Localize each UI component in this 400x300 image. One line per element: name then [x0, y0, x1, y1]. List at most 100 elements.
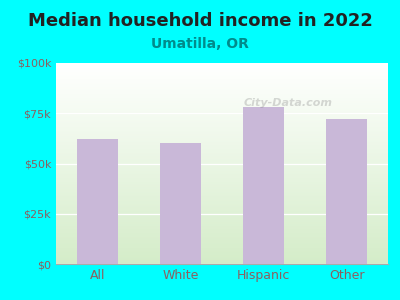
- Bar: [56, 71, 388, 72]
- Bar: [56, 231, 388, 232]
- Bar: [56, 73, 388, 74]
- Bar: [77, 140, 118, 264]
- Bar: [56, 250, 388, 251]
- Bar: [56, 72, 388, 73]
- Bar: [56, 256, 388, 257]
- Bar: [56, 169, 388, 170]
- Bar: [56, 188, 388, 189]
- Bar: [56, 255, 388, 256]
- Bar: [56, 247, 388, 248]
- Bar: [56, 107, 388, 108]
- Bar: [56, 181, 388, 182]
- Bar: [56, 236, 388, 237]
- Bar: [56, 225, 388, 226]
- Bar: [56, 222, 388, 223]
- Bar: [56, 254, 388, 255]
- Bar: [56, 75, 388, 76]
- Bar: [56, 94, 388, 95]
- Bar: [56, 168, 388, 169]
- Bar: [56, 241, 388, 242]
- Bar: [56, 95, 388, 96]
- Bar: [56, 125, 388, 126]
- Bar: [56, 194, 388, 195]
- Bar: [56, 177, 388, 178]
- Bar: [56, 234, 388, 235]
- Bar: [56, 112, 388, 113]
- Bar: [56, 66, 388, 67]
- Bar: [56, 131, 388, 132]
- Bar: [56, 102, 388, 103]
- Bar: [56, 184, 388, 185]
- Bar: [56, 90, 388, 91]
- Bar: [56, 113, 388, 114]
- Bar: [56, 128, 388, 129]
- Bar: [56, 156, 388, 157]
- Bar: [56, 89, 388, 90]
- Bar: [56, 143, 388, 144]
- Bar: [56, 130, 388, 131]
- Bar: [56, 135, 388, 136]
- Bar: [56, 259, 388, 260]
- Bar: [56, 220, 388, 221]
- Bar: [56, 146, 388, 147]
- Bar: [56, 261, 388, 262]
- Bar: [56, 132, 388, 133]
- Bar: [56, 182, 388, 183]
- Bar: [56, 215, 388, 216]
- Bar: [56, 162, 388, 163]
- Bar: [56, 155, 388, 156]
- Bar: [56, 221, 388, 222]
- Bar: [56, 262, 388, 263]
- Bar: [56, 65, 388, 66]
- Bar: [56, 229, 388, 230]
- Bar: [56, 124, 388, 125]
- Bar: [56, 144, 388, 145]
- Bar: [56, 160, 388, 161]
- Bar: [56, 158, 388, 159]
- Bar: [56, 173, 388, 174]
- Bar: [56, 154, 388, 155]
- Bar: [56, 178, 388, 179]
- Bar: [56, 258, 388, 259]
- Bar: [56, 167, 388, 168]
- Bar: [56, 127, 388, 128]
- Bar: [56, 147, 388, 148]
- Bar: [56, 214, 388, 215]
- Bar: [56, 111, 388, 112]
- Bar: [56, 175, 388, 176]
- Bar: [56, 233, 388, 234]
- Bar: [56, 120, 388, 121]
- Bar: [56, 212, 388, 213]
- Bar: [56, 217, 388, 218]
- Bar: [56, 185, 388, 186]
- Bar: [56, 257, 388, 258]
- Bar: [56, 191, 388, 192]
- Bar: [56, 237, 388, 238]
- Bar: [56, 171, 388, 172]
- Bar: [56, 189, 388, 190]
- Bar: [56, 103, 388, 104]
- Bar: [56, 153, 388, 154]
- Bar: [243, 107, 284, 264]
- Bar: [56, 193, 388, 194]
- Bar: [56, 238, 388, 239]
- Bar: [56, 151, 388, 152]
- Bar: [56, 77, 388, 78]
- Bar: [56, 199, 388, 200]
- Bar: [56, 198, 388, 199]
- Bar: [56, 86, 388, 87]
- Bar: [56, 118, 388, 119]
- Bar: [56, 136, 388, 137]
- Bar: [56, 195, 388, 196]
- Bar: [56, 160, 388, 161]
- Bar: [56, 149, 388, 150]
- Bar: [56, 122, 388, 123]
- Bar: [56, 82, 388, 83]
- Bar: [56, 176, 388, 177]
- Bar: [56, 230, 388, 231]
- Bar: [56, 76, 388, 77]
- Bar: [56, 88, 388, 89]
- Bar: [56, 92, 388, 93]
- Bar: [56, 67, 388, 68]
- Bar: [56, 126, 388, 127]
